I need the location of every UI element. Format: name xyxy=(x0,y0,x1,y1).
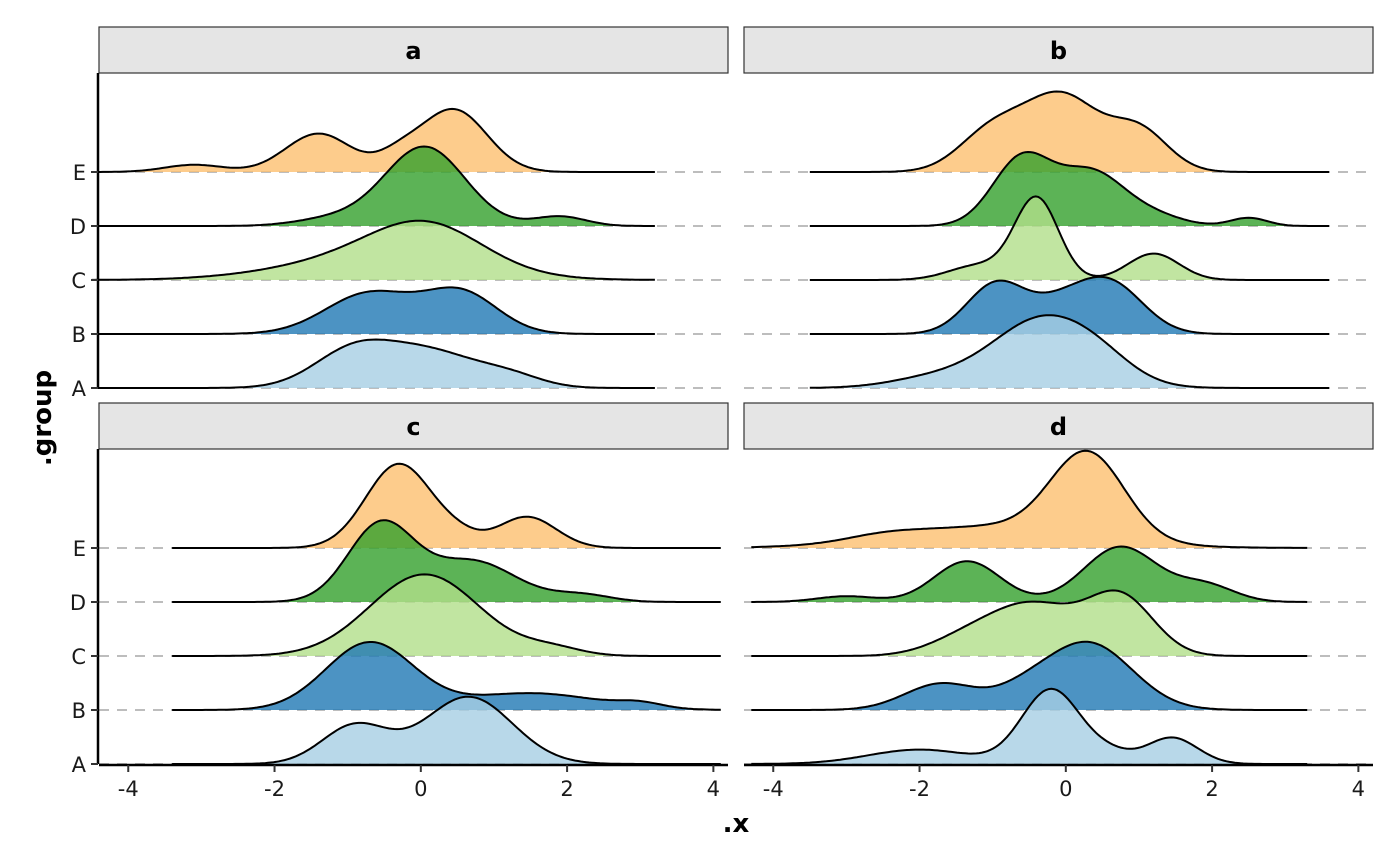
facet-strip-c xyxy=(98,402,729,450)
ridge-area-d-B xyxy=(751,641,1308,710)
ridge-line-a-A xyxy=(91,338,655,389)
facet-strip-b xyxy=(743,26,1374,74)
ridge-line-b-B xyxy=(809,275,1330,335)
ridge-area-a-A xyxy=(91,339,655,388)
x-axis-title: .x xyxy=(723,809,750,839)
facet-label-d: d xyxy=(1050,413,1067,441)
ridge-area-d-A xyxy=(751,688,1308,764)
ridge-line-d-C xyxy=(751,589,1308,657)
y-tick-label: C xyxy=(71,269,86,293)
facet-strip-d xyxy=(743,402,1374,450)
facet-label-c: c xyxy=(406,413,420,441)
facet-panel-b: b xyxy=(743,26,1374,389)
x-tick-label: 2 xyxy=(560,777,573,801)
facet-panel-a: a A B C D E xyxy=(70,26,729,401)
facet-label-b: b xyxy=(1050,37,1067,65)
ridge-line-a-C xyxy=(91,219,655,281)
facet-panels: a A B C D Eb c A B C D E -4 -2 0 2 4 d -4 -2 0 2 4 xyxy=(70,26,1374,801)
ridge-area-d-C xyxy=(751,590,1308,656)
ridge-line-d-E xyxy=(751,449,1308,549)
y-tick-label: C xyxy=(71,645,86,669)
ridge-area-d-D xyxy=(751,546,1308,602)
x-tick-label: -4 xyxy=(763,777,784,801)
ridge-line-a-B xyxy=(91,286,655,335)
ridge-line-d-A xyxy=(751,687,1308,765)
x-tick-label: -4 xyxy=(118,777,139,801)
ridge-area-b-D xyxy=(809,152,1330,226)
y-tick-label: D xyxy=(70,215,86,239)
ridge-area-c-A xyxy=(172,696,721,764)
y-tick-label: A xyxy=(72,377,87,401)
x-tick-label: 0 xyxy=(1059,777,1072,801)
ridge-line-b-C xyxy=(809,195,1330,281)
ridge-area-b-A xyxy=(809,315,1330,388)
y-tick-label: E xyxy=(73,537,86,561)
ridge-area-c-B xyxy=(172,642,721,710)
ridge-line-b-D xyxy=(809,150,1330,227)
ridge-area-d-E xyxy=(751,450,1308,548)
facet-strip-a xyxy=(98,26,729,74)
ridge-area-c-D xyxy=(172,520,721,602)
ridge-line-d-B xyxy=(751,640,1308,711)
x-tick-label: 4 xyxy=(1352,777,1365,801)
x-tick-label: 0 xyxy=(414,777,427,801)
facet-panel-c: c A B C D E -4 -2 0 2 4 xyxy=(70,402,729,801)
ridge-area-a-E xyxy=(91,108,655,172)
x-tick-label: 2 xyxy=(1205,777,1218,801)
ridge-area-c-C xyxy=(172,574,721,656)
ridge-line-b-E xyxy=(809,90,1330,173)
ridge-line-b-A xyxy=(809,314,1330,389)
ridge-line-a-E xyxy=(91,107,655,173)
ridge-area-b-E xyxy=(809,91,1330,172)
facet-label-a: a xyxy=(405,37,421,65)
ridge-area-b-C xyxy=(809,196,1330,280)
x-tick-label: -2 xyxy=(909,777,930,801)
y-tick-label: B xyxy=(72,323,86,347)
ridge-line-a-D xyxy=(91,145,655,227)
ridge-line-c-E xyxy=(172,462,721,549)
y-tick-label: E xyxy=(73,161,86,185)
ridge-area-a-D xyxy=(91,146,655,226)
ridge-area-a-B xyxy=(91,287,655,334)
ridge-area-a-C xyxy=(91,220,655,280)
y-tick-label: D xyxy=(70,591,86,615)
x-tick-label: 4 xyxy=(707,777,720,801)
ridge-area-b-B xyxy=(809,276,1330,334)
x-tick-label: -2 xyxy=(264,777,285,801)
ridge-area-c-E xyxy=(172,463,721,548)
facet-panel-d: d -4 -2 0 2 4 xyxy=(743,402,1374,801)
y-axis-title: .group xyxy=(28,370,58,466)
ridge-line-d-D xyxy=(751,545,1308,603)
ridge-line-c-D xyxy=(172,519,721,603)
y-tick-label: A xyxy=(72,753,87,777)
ridge-line-c-C xyxy=(172,573,721,657)
ridge-line-c-B xyxy=(172,641,721,711)
y-tick-label: B xyxy=(72,699,86,723)
